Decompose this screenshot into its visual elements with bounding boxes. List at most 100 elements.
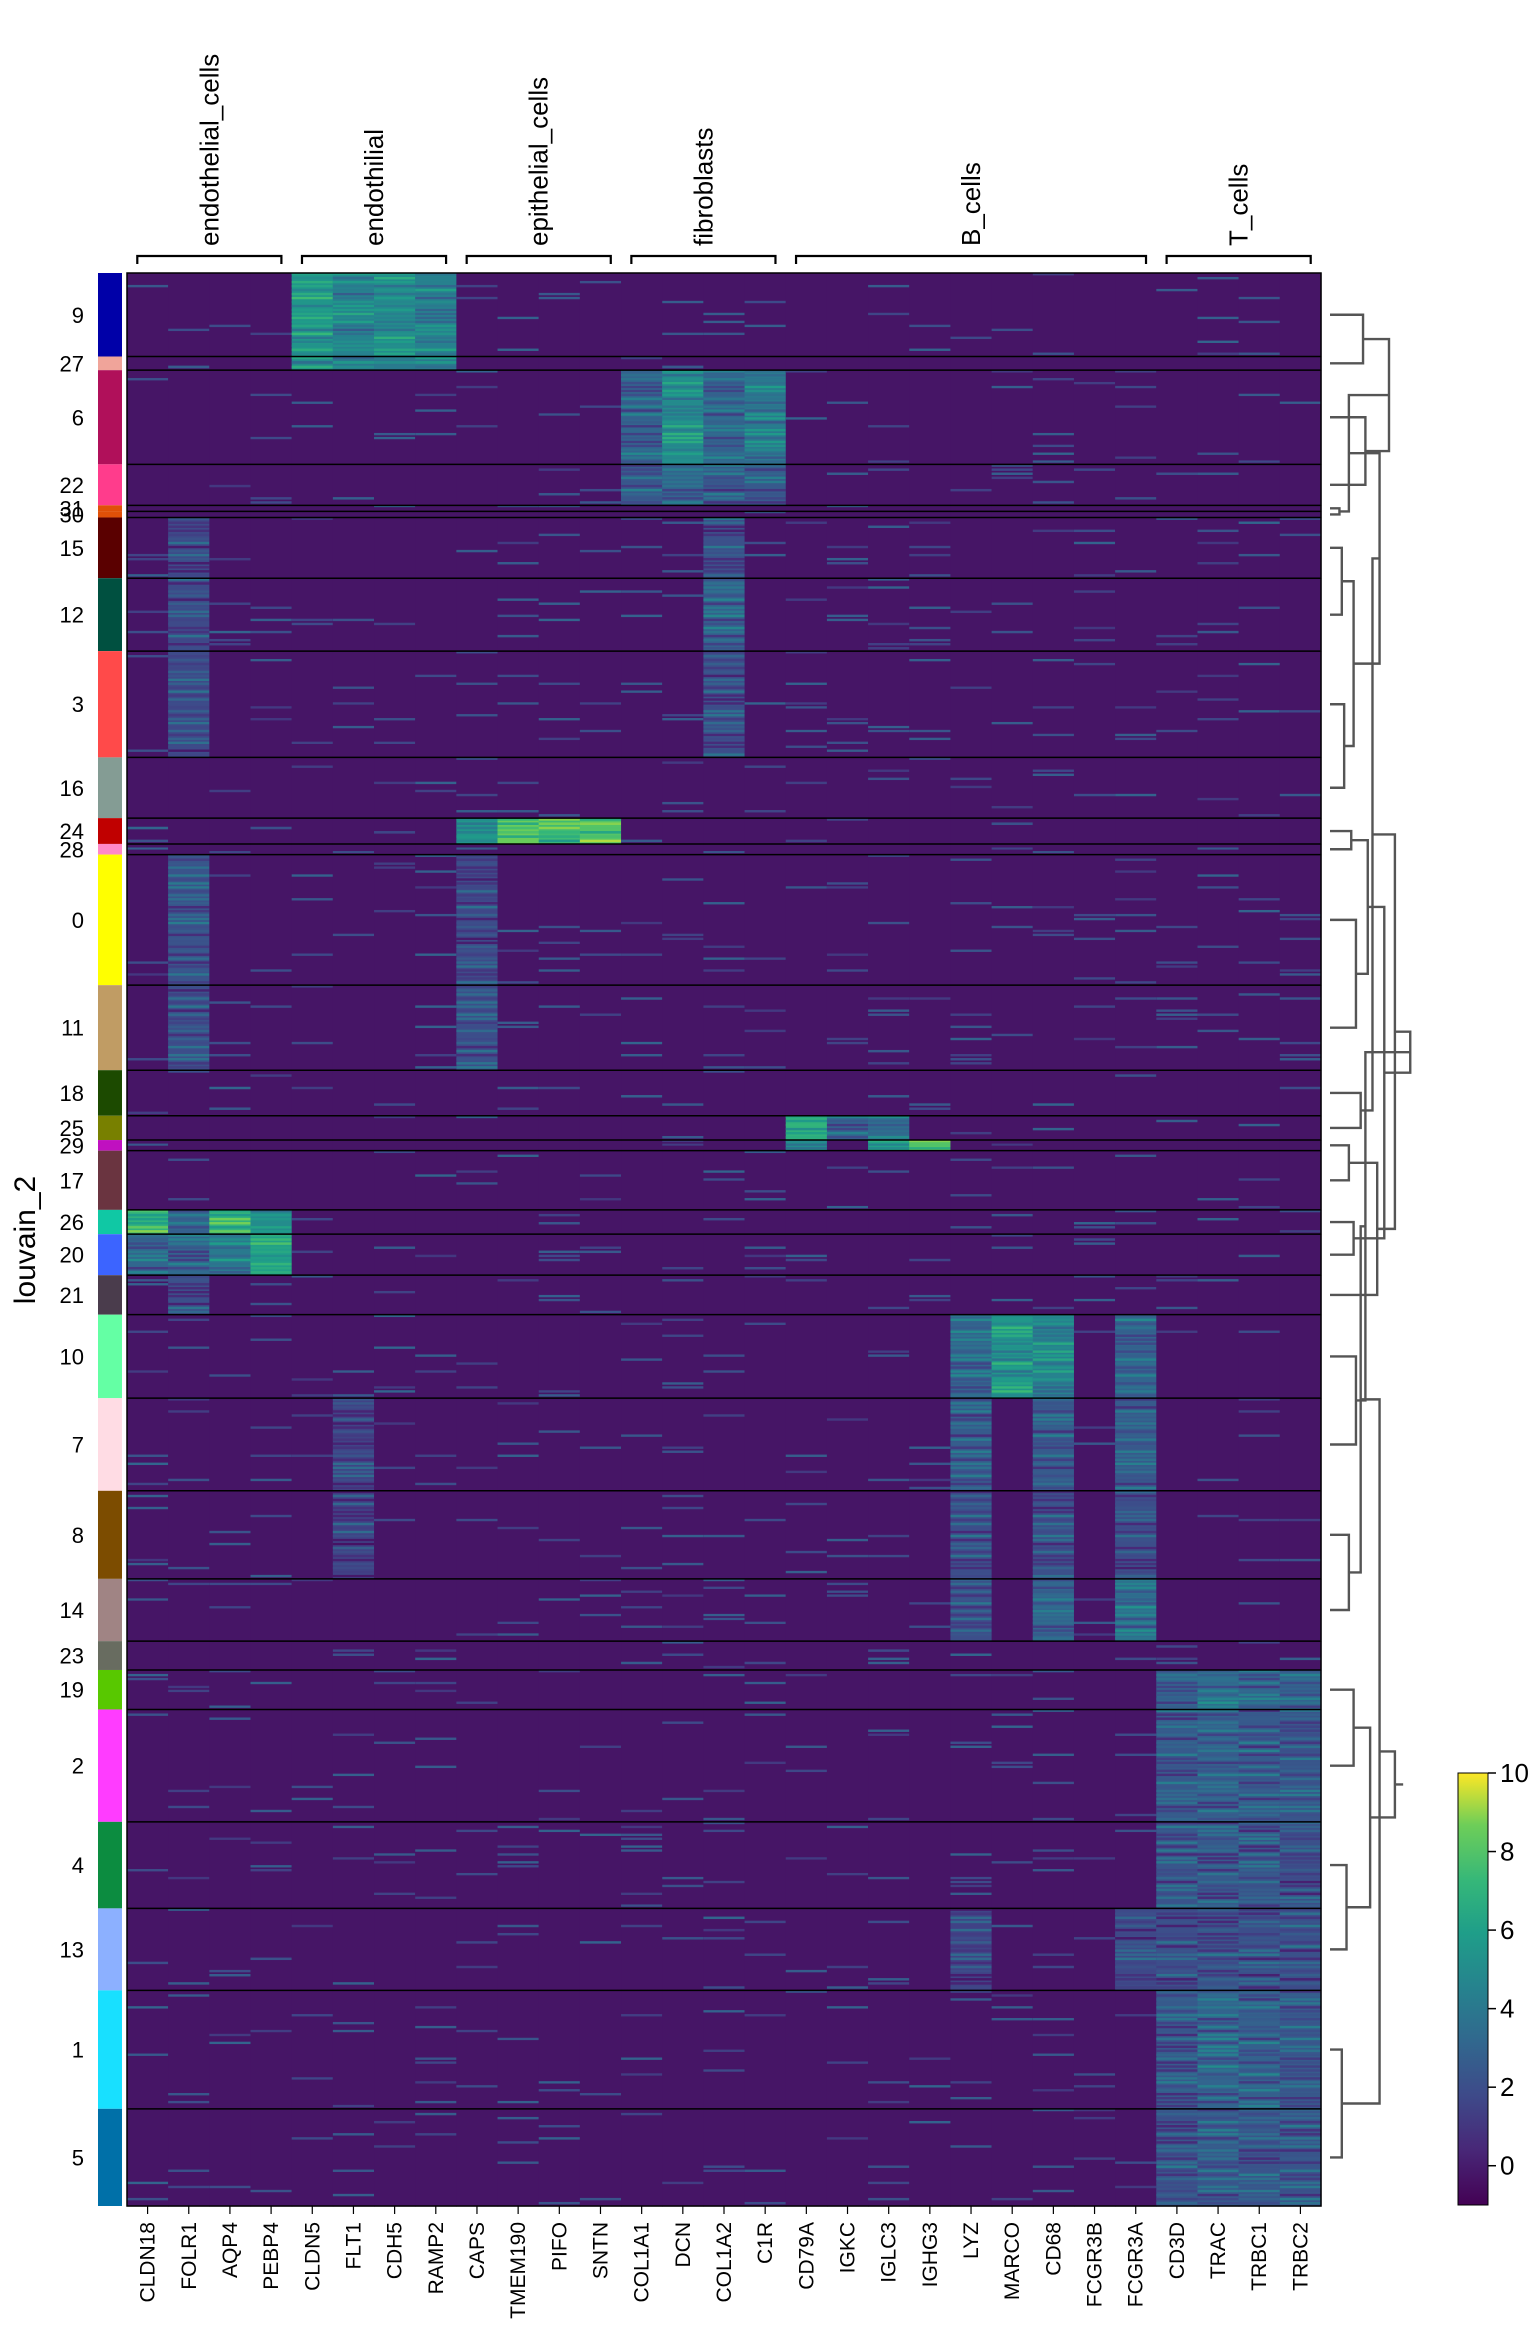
heat-cell [1238, 985, 1281, 1071]
heat-streak [1279, 2112, 1321, 2116]
heat-streak [1279, 1805, 1321, 1809]
heat-streak [209, 1041, 251, 1045]
heat-streak [291, 2077, 333, 2080]
heat-streak [127, 1058, 169, 1061]
heat-streak [621, 690, 663, 693]
heat-streak [291, 324, 333, 328]
heat-streak [168, 1908, 210, 1911]
heat-streak [332, 1982, 375, 1985]
heat-streak [950, 1598, 992, 1601]
heat-streak [1197, 1920, 1239, 1924]
heat-streak [1032, 1709, 1074, 1712]
heat-streak [785, 886, 827, 889]
heat-streak [1156, 925, 1198, 929]
heat-streak [497, 2116, 539, 2120]
heat-streak [1156, 1279, 1198, 1282]
heat-streak [332, 1486, 375, 1490]
cluster-label: 28 [60, 837, 84, 862]
heat-streak [291, 1250, 333, 1254]
heat-cell [744, 843, 787, 856]
heat-streak [1156, 1973, 1198, 1977]
heat-streak [950, 1745, 992, 1748]
heat-streak [579, 1594, 622, 1597]
heat-cell [497, 843, 540, 856]
heat-streak [1279, 1701, 1321, 1704]
heat-streak [1279, 2108, 1321, 2112]
heat-cell [826, 843, 869, 856]
heat-cell [1032, 1821, 1075, 1909]
heat-streak [168, 925, 210, 929]
heat-streak [950, 1434, 992, 1437]
heat-streak [785, 839, 827, 843]
heat-streak [456, 1633, 498, 1636]
heat-streak [332, 702, 375, 705]
heat-cell [1156, 651, 1199, 758]
heat-streak [826, 1115, 869, 1119]
heat-streak [950, 1530, 992, 1534]
heat-cell [168, 2108, 210, 2207]
heat-streak [497, 1107, 539, 1110]
heat-streak [168, 965, 210, 968]
heat-streak [1115, 1454, 1157, 1457]
heat-streak [1279, 1813, 1321, 1817]
heat-streak [1279, 2049, 1321, 2052]
heat-streak [1156, 1681, 1198, 1685]
heat-streak [332, 725, 375, 729]
heat-cell [868, 1275, 910, 1316]
heat-streak [127, 961, 169, 964]
heat-cell [868, 1641, 910, 1671]
heat-streak [1115, 1937, 1157, 1940]
heat-cell [1115, 854, 1157, 986]
heat-cell [1197, 356, 1240, 371]
heat-streak [621, 370, 663, 373]
heat-streak [1032, 1502, 1074, 1506]
heat-streak [374, 718, 416, 721]
heat-cell [1073, 1115, 1116, 1141]
heat-streak [1238, 1998, 1280, 2001]
heat-streak [621, 1434, 663, 1437]
heat-streak [168, 1049, 210, 1053]
heat-streak [1032, 1849, 1074, 1852]
heat-streak [168, 1017, 210, 1020]
heat-streak [909, 574, 951, 577]
heat-cell [991, 511, 1034, 519]
heat-streak [1197, 1765, 1239, 1769]
heat-streak [497, 1402, 539, 1405]
heat-streak [168, 562, 210, 565]
heat-cell [250, 511, 293, 519]
heat-streak [1279, 1994, 1321, 1997]
heat-cell [662, 1578, 705, 1642]
heat-streak [1156, 1737, 1198, 1740]
heat-streak [1197, 1892, 1239, 1896]
heat-cell [1279, 843, 1322, 856]
heat-streak [826, 586, 869, 589]
heat-streak [168, 582, 210, 585]
heat-cell [1279, 1234, 1322, 1276]
heat-streak [332, 1506, 375, 1510]
heat-cell [703, 1070, 746, 1117]
heat-cell [374, 1314, 416, 1399]
heat-streak [909, 1486, 951, 1490]
heat-streak [991, 1386, 1033, 1389]
heat-streak [621, 476, 663, 480]
heat-streak [1156, 2193, 1198, 2197]
heat-streak [291, 340, 333, 343]
heat-cell [1156, 1150, 1199, 1211]
heat-cell [415, 651, 457, 758]
heat-streak [1156, 2041, 1198, 2045]
heat-streak [1279, 1892, 1321, 1896]
heat-streak [250, 1574, 292, 1578]
heat-streak [621, 1053, 663, 1057]
heat-streak [127, 2006, 169, 2009]
heat-cell [662, 1275, 705, 1316]
heat-cell [703, 1140, 746, 1152]
heat-streak [621, 356, 663, 360]
heat-cell [579, 517, 622, 579]
heat-streak [1156, 1789, 1198, 1793]
heat-streak [1238, 1037, 1280, 1041]
heat-streak [456, 2085, 498, 2088]
heat-cell [209, 1490, 252, 1580]
heat-streak [374, 304, 416, 308]
heat-streak [332, 284, 375, 288]
